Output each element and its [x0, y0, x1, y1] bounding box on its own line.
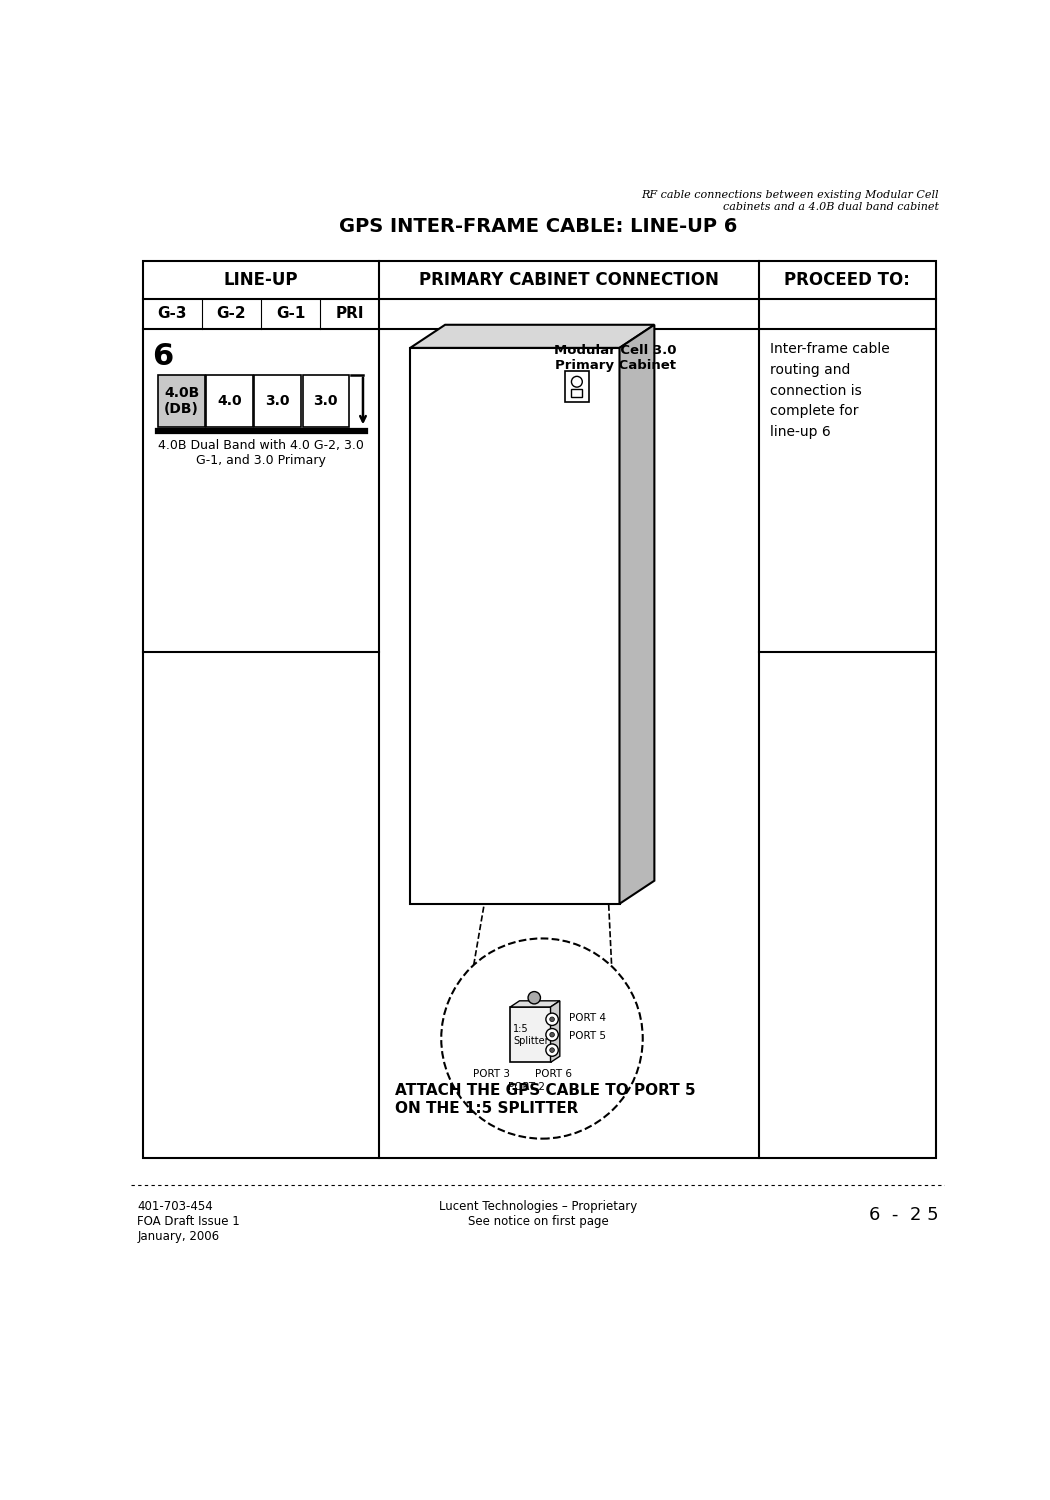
Text: RF cable connections between existing Modular Cell
cabinets and a 4.0B dual band: RF cable connections between existing Mo… [642, 190, 939, 211]
Text: 3.0: 3.0 [266, 394, 290, 408]
Polygon shape [510, 1000, 560, 1006]
Bar [254, 375, 301, 427]
Circle shape [550, 1032, 554, 1036]
Circle shape [550, 1017, 554, 1022]
Text: PROCEED TO:: PROCEED TO: [784, 272, 910, 290]
Text: G-2: G-2 [216, 306, 247, 321]
Polygon shape [550, 1000, 560, 1062]
Text: G-3: G-3 [158, 306, 187, 321]
Bar [510, 1007, 550, 1062]
Polygon shape [411, 326, 654, 348]
Bar [207, 375, 253, 427]
Circle shape [546, 1029, 559, 1041]
Circle shape [550, 1048, 554, 1053]
Bar [159, 375, 205, 427]
Bar [143, 261, 936, 1158]
Text: PORT 5: PORT 5 [569, 1030, 606, 1041]
Text: 4.0: 4.0 [217, 394, 242, 408]
Text: 401-703-454
FOA Draft Issue 1
January, 2006: 401-703-454 FOA Draft Issue 1 January, 2… [138, 1200, 240, 1243]
Text: PORT 3: PORT 3 [474, 1068, 510, 1078]
Text: PORT 4: PORT 4 [569, 1013, 606, 1023]
Bar [411, 348, 620, 904]
Text: G-1: G-1 [276, 306, 306, 321]
Circle shape [441, 939, 643, 1138]
Text: Inter-frame cable
routing and
connection is
complete for
line-up 6: Inter-frame cable routing and connection… [770, 342, 889, 439]
Bar [302, 375, 349, 427]
Text: GPS INTER-FRAME CABLE: LINE-UP 6: GPS INTER-FRAME CABLE: LINE-UP 6 [339, 216, 737, 236]
Text: 4.0B
(DB): 4.0B (DB) [164, 386, 200, 416]
Text: 1:5
Splitter: 1:5 Splitter [513, 1024, 549, 1045]
Text: Modular Cell 3.0
Primary Cabinet: Modular Cell 3.0 Primary Cabinet [554, 344, 677, 372]
Text: LINE-UP: LINE-UP [224, 272, 298, 290]
Text: PORT 2: PORT 2 [508, 1083, 545, 1092]
Text: PRI: PRI [335, 306, 364, 321]
Circle shape [546, 1044, 559, 1056]
Text: 3.0: 3.0 [314, 394, 338, 408]
Circle shape [528, 992, 541, 1004]
Circle shape [546, 1013, 559, 1026]
Circle shape [571, 376, 583, 387]
Text: PORT 6: PORT 6 [536, 1068, 572, 1078]
Bar [565, 370, 588, 402]
Polygon shape [620, 326, 654, 904]
Text: Lucent Technologies – Proprietary
See notice on first page: Lucent Technologies – Proprietary See no… [439, 1200, 637, 1228]
Text: 4.0B Dual Band with 4.0 G-2, 3.0
G-1, and 3.0 Primary: 4.0B Dual Band with 4.0 G-2, 3.0 G-1, an… [159, 438, 364, 466]
Text: 6: 6 [152, 342, 173, 372]
Text: PRIMARY CABINET CONNECTION: PRIMARY CABINET CONNECTION [419, 272, 719, 290]
Bar [571, 390, 583, 398]
Text: ATTACH THE GPS CABLE TO PORT 5
ON THE 1:5 SPLITTER: ATTACH THE GPS CABLE TO PORT 5 ON THE 1:… [395, 1083, 695, 1116]
Text: 6  -  2 5: 6 - 2 5 [869, 1206, 939, 1224]
